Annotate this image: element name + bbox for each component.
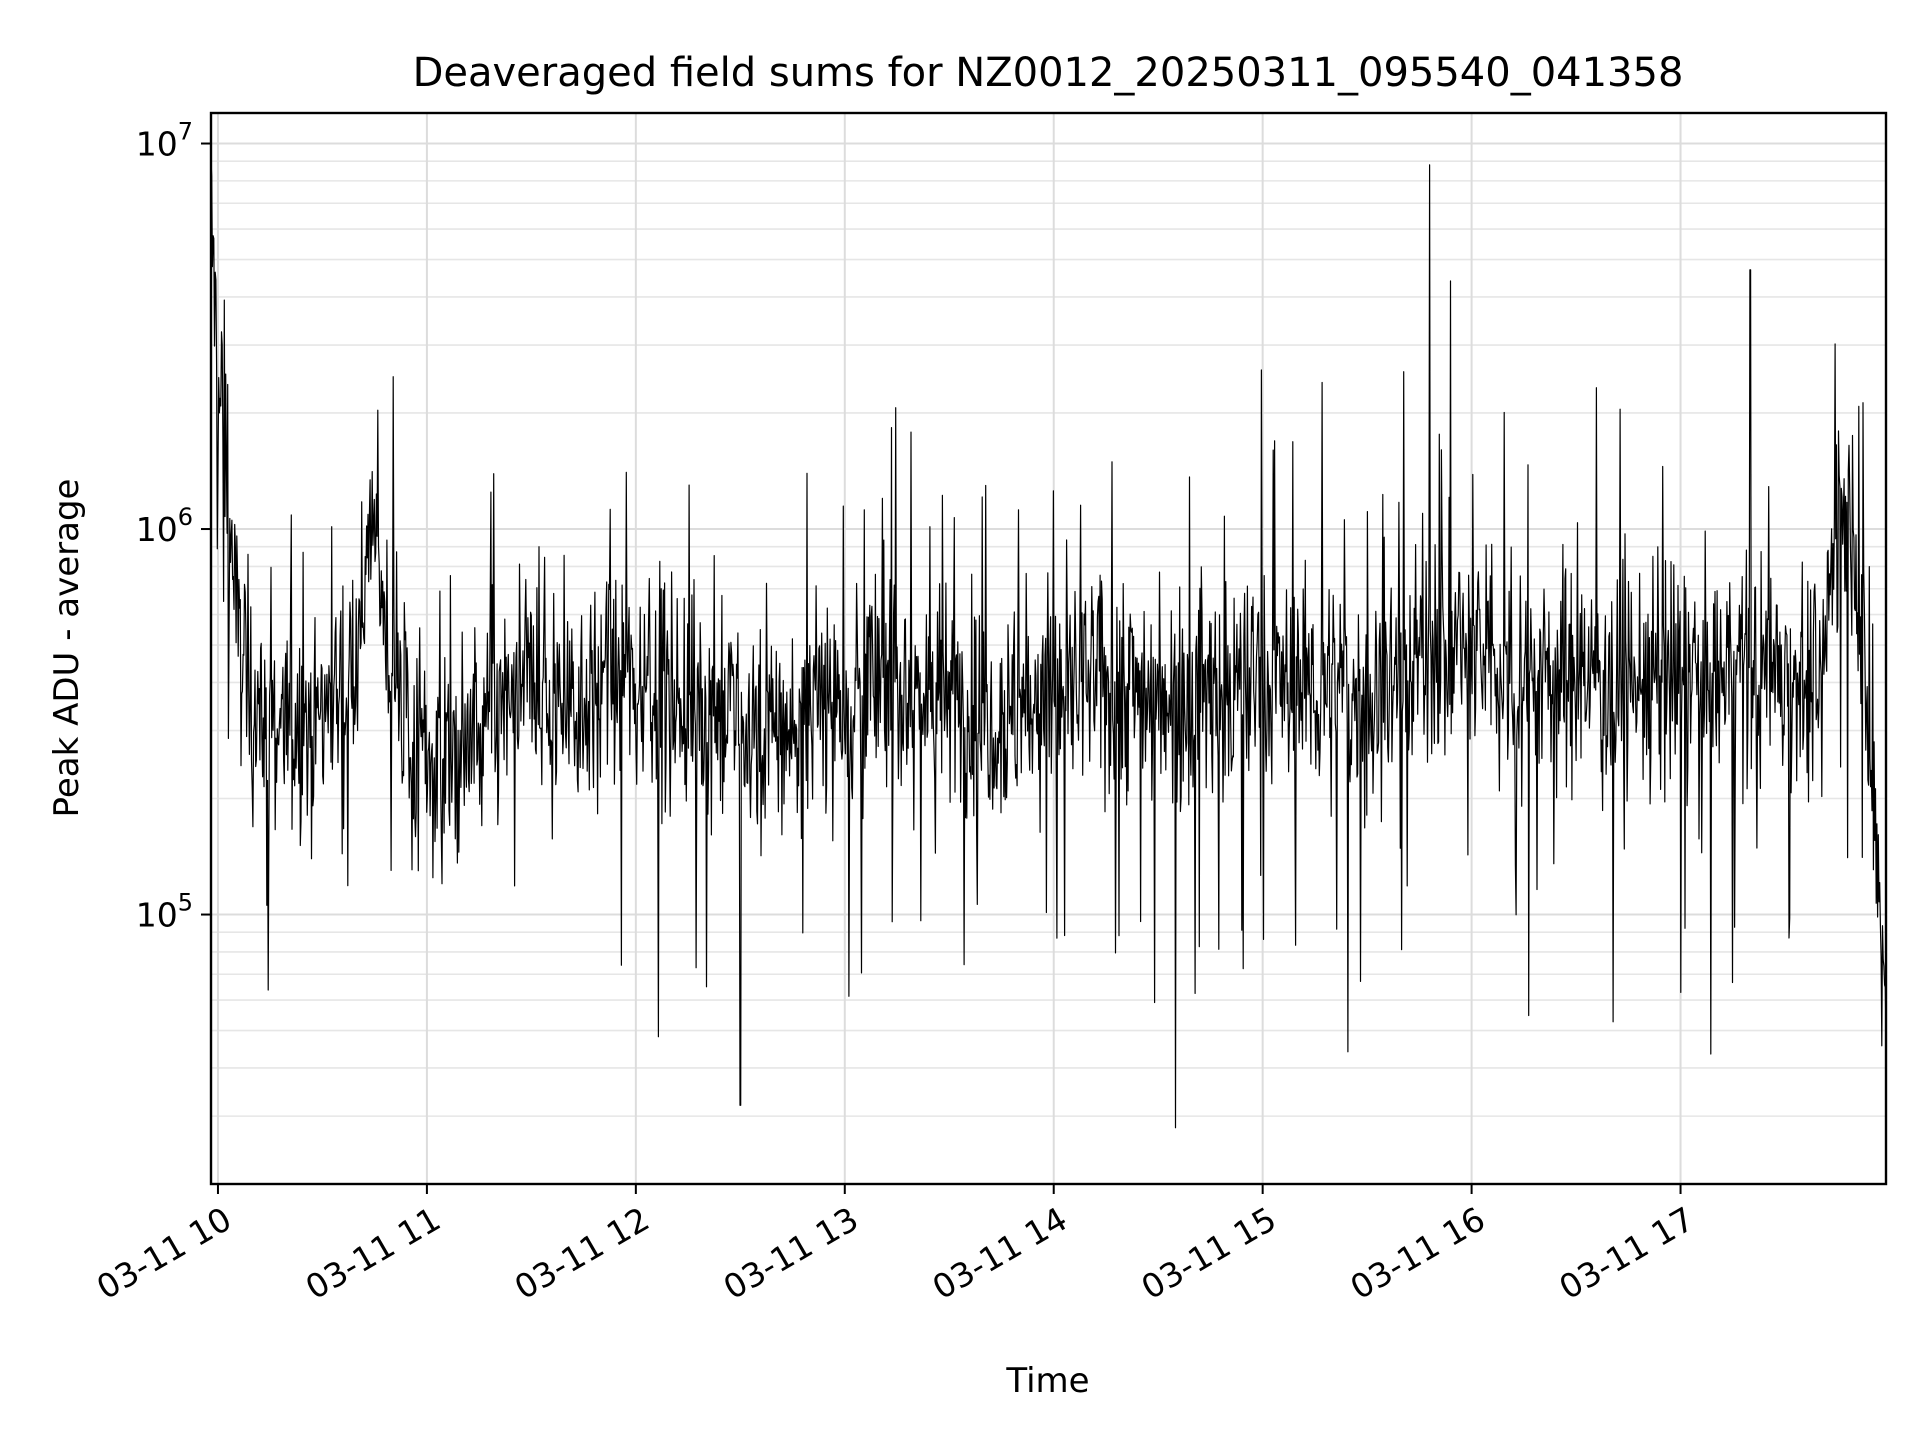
x-tick-label: 03-11 13 [717, 1199, 865, 1307]
x-tick-label: 03-11 17 [1553, 1199, 1701, 1307]
x-tick-label: 03-11 11 [299, 1199, 447, 1307]
plot-frame [209, 111, 1888, 1186]
y-tick-label: 107 [136, 118, 193, 164]
y-tick-label: 105 [136, 889, 193, 935]
y-tick-label: 106 [136, 503, 193, 549]
x-tick-label: 03-11 14 [926, 1199, 1074, 1307]
x-tick-label: 03-11 15 [1135, 1199, 1283, 1307]
y-axis-label: Peak ADU - average [47, 479, 87, 818]
x-tick-label: 03-11 12 [508, 1199, 656, 1307]
chart-title: Deaveraged field sums for NZ0012_2025031… [413, 50, 1684, 96]
series-layer [210, 160, 1887, 1129]
series-line [210, 160, 1887, 1129]
x-axis-ticks: 03-11 10 03-11 11 03-11 12 03-11 13 03-11 14… [90, 1184, 1701, 1307]
y-axis-ticks: 105 106 107 [136, 118, 211, 935]
x-tick-label: 03-11 10 [90, 1199, 238, 1307]
x-tick-label: 03-11 16 [1344, 1199, 1492, 1307]
x-axis-label: Time [1005, 1361, 1089, 1401]
